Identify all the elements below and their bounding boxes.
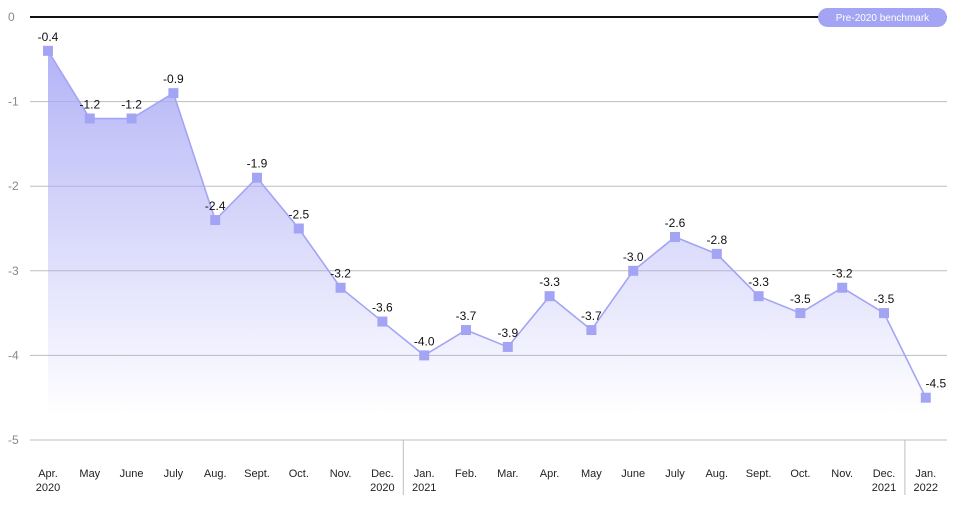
x-tick-label: June	[120, 468, 144, 480]
x-tick-label: Oct.	[790, 468, 810, 480]
x-tick-label: Apr.	[38, 468, 58, 480]
x-tick-label: July	[665, 468, 685, 480]
x-tick-label: Sept.	[746, 468, 772, 480]
x-tick-year-label: 2020	[36, 482, 60, 494]
x-tick-label: Nov.	[330, 468, 352, 480]
data-label: -0.4	[38, 30, 59, 44]
y-tick-label: -2	[8, 179, 19, 193]
x-tick-label: May	[79, 468, 100, 480]
x-tick-label: July	[164, 468, 184, 480]
data-label: -3.3	[748, 275, 769, 289]
x-tick-year-label: 2020	[370, 482, 394, 494]
data-point	[711, 248, 722, 259]
y-axis-ticks: 0 -1 -2 -3 -4 -5	[8, 10, 19, 447]
x-tick-year-label: 2021	[872, 482, 896, 494]
data-label: -3.7	[581, 309, 602, 323]
data-label: -3.0	[623, 250, 644, 264]
area-fill	[48, 17, 926, 415]
data-point	[293, 223, 304, 234]
data-label: -3.9	[497, 326, 518, 340]
data-point	[544, 291, 555, 302]
x-tick-label: Aug.	[705, 468, 728, 480]
data-point	[795, 308, 806, 319]
data-labels: -0.4 -1.2 -1.2 -0.9 -2.4 -1.9 -2.5 -3.2 -3.6 -4.0…	[38, 30, 947, 391]
data-point	[210, 215, 221, 226]
data-point	[920, 392, 931, 403]
data-label: -4.0	[414, 334, 435, 348]
data-point	[126, 113, 137, 124]
data-label: -1.2	[121, 98, 142, 112]
x-tick-year-label: 2021	[412, 482, 436, 494]
data-point	[377, 316, 388, 327]
data-point	[335, 282, 346, 293]
data-point	[168, 88, 179, 99]
data-label: -4.5	[925, 377, 946, 391]
data-label: -3.7	[456, 309, 477, 323]
area-fill-layer	[48, 17, 926, 415]
data-label: -2.6	[665, 216, 686, 230]
markers	[43, 45, 931, 403]
data-label: -3.5	[874, 292, 895, 306]
x-tick-label: Dec.	[873, 468, 896, 480]
data-point	[670, 231, 680, 242]
data-point	[879, 308, 889, 319]
data-point	[84, 113, 95, 124]
y-tick-label: -4	[8, 348, 19, 362]
y-tick-label: -5	[8, 433, 19, 447]
x-tick-label: Feb.	[455, 468, 477, 480]
benchmark-badge	[818, 8, 947, 27]
data-point	[252, 172, 262, 183]
x-tick-label: Mar.	[497, 468, 518, 480]
data-label: -3.3	[539, 275, 560, 289]
x-tick-label: Jan.	[414, 468, 435, 480]
x-tick-label: Sept.	[244, 468, 270, 480]
benchmark-layer: Pre-2020 benchmark	[30, 8, 947, 27]
data-point	[419, 350, 430, 361]
x-tick-label: Aug.	[204, 468, 227, 480]
data-label: -3.5	[790, 292, 811, 306]
data-point	[628, 265, 639, 276]
x-tick-label: Dec.	[371, 468, 394, 480]
data-point	[837, 282, 848, 293]
data-label: -2.4	[205, 199, 226, 213]
data-point	[461, 325, 471, 336]
series-line-layer	[47, 50, 927, 399]
data-point	[753, 291, 764, 302]
series-line	[47, 50, 927, 399]
data-label: -2.5	[288, 208, 309, 222]
data-label: -3.2	[832, 267, 853, 281]
benchmark-label: Pre-2020 benchmark	[836, 13, 930, 24]
data-point	[43, 45, 53, 56]
data-label: -2.8	[706, 233, 727, 247]
data-label: -1.9	[247, 157, 268, 171]
data-label: -0.9	[163, 72, 184, 86]
x-tick-label: Oct.	[289, 468, 309, 480]
data-label: -3.2	[330, 267, 351, 281]
x-tick-year-label: 2022	[914, 482, 938, 494]
x-tick-label: May	[581, 468, 602, 480]
data-label: -3.6	[372, 301, 393, 315]
y-tick-label: -3	[8, 264, 19, 278]
y-tick-label: -1	[8, 95, 19, 109]
data-label: -1.2	[79, 98, 100, 112]
x-tick-label: Jan.	[915, 468, 936, 480]
x-tick-label: Nov.	[831, 468, 853, 480]
data-point	[502, 341, 513, 352]
x-tick-label: Apr.	[540, 468, 560, 480]
y-tick-label: 0	[8, 10, 15, 24]
data-point	[586, 325, 597, 336]
x-axis-labels: Apr. 2020 May June July Aug. Sept. Oct. Nov. Dec.…	[36, 468, 938, 494]
x-tick-label: June	[621, 468, 645, 480]
